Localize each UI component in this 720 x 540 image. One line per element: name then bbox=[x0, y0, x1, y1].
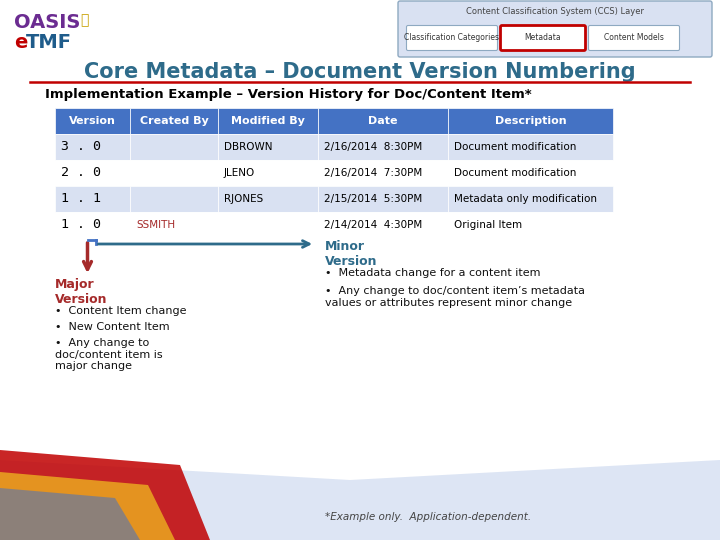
Text: Modified By: Modified By bbox=[231, 116, 305, 126]
Bar bbox=[55, 160, 130, 186]
Text: 2/15/2014  5:30PM: 2/15/2014 5:30PM bbox=[324, 194, 422, 204]
Text: 2/14/2014  4:30PM: 2/14/2014 4:30PM bbox=[324, 220, 422, 230]
FancyBboxPatch shape bbox=[500, 25, 585, 51]
Polygon shape bbox=[0, 472, 175, 540]
Bar bbox=[55, 212, 130, 238]
Bar bbox=[318, 108, 448, 134]
Bar bbox=[218, 212, 318, 238]
Text: Implementation Example – Version History for Doc/Content Item*: Implementation Example – Version History… bbox=[45, 88, 531, 101]
Text: Document modification: Document modification bbox=[454, 142, 577, 152]
Text: •  New Content Item: • New Content Item bbox=[55, 322, 170, 332]
Text: Content Classification System (CCS) Layer: Content Classification System (CCS) Laye… bbox=[466, 7, 644, 16]
Text: Metadata only modification: Metadata only modification bbox=[454, 194, 597, 204]
Text: Document modification: Document modification bbox=[454, 168, 577, 178]
Text: Major
Version: Major Version bbox=[55, 278, 107, 306]
Text: •  Metadata change for a content item: • Metadata change for a content item bbox=[325, 268, 541, 278]
FancyBboxPatch shape bbox=[407, 25, 498, 51]
Bar bbox=[130, 212, 218, 238]
Text: OASIS: OASIS bbox=[14, 13, 81, 32]
Text: SSMITH: SSMITH bbox=[136, 220, 175, 230]
Text: e: e bbox=[14, 33, 27, 52]
Bar bbox=[218, 134, 318, 160]
Text: *Example only.  Application-dependent.: *Example only. Application-dependent. bbox=[325, 512, 531, 522]
Text: 3 . 0: 3 . 0 bbox=[61, 140, 101, 153]
Bar bbox=[318, 160, 448, 186]
Text: Core Metadata – Document Version Numbering: Core Metadata – Document Version Numberi… bbox=[84, 62, 636, 82]
Bar bbox=[130, 160, 218, 186]
Bar bbox=[448, 160, 613, 186]
Bar bbox=[448, 108, 613, 134]
Bar bbox=[55, 134, 130, 160]
Text: Description: Description bbox=[495, 116, 567, 126]
Text: 1 . 1: 1 . 1 bbox=[61, 192, 101, 206]
Bar bbox=[218, 186, 318, 212]
Text: Date: Date bbox=[368, 116, 397, 126]
FancyBboxPatch shape bbox=[588, 25, 680, 51]
Bar bbox=[318, 212, 448, 238]
Text: Created By: Created By bbox=[140, 116, 208, 126]
Bar bbox=[218, 108, 318, 134]
Bar bbox=[318, 134, 448, 160]
Text: Original Item: Original Item bbox=[454, 220, 522, 230]
Bar bbox=[448, 186, 613, 212]
Bar bbox=[318, 186, 448, 212]
Text: Metadata: Metadata bbox=[525, 33, 562, 43]
Bar bbox=[130, 134, 218, 160]
Bar bbox=[448, 212, 613, 238]
Text: Classification Categories: Classification Categories bbox=[405, 33, 500, 43]
Text: •  Content Item change: • Content Item change bbox=[55, 306, 186, 316]
Polygon shape bbox=[0, 450, 210, 540]
Text: 2 . 0: 2 . 0 bbox=[61, 166, 101, 179]
Bar bbox=[55, 186, 130, 212]
Text: 1 . 0: 1 . 0 bbox=[61, 219, 101, 232]
Text: •  Any change to
doc/content item is
major change: • Any change to doc/content item is majo… bbox=[55, 338, 163, 371]
Text: Ⓝ: Ⓝ bbox=[80, 13, 89, 27]
Bar bbox=[448, 134, 613, 160]
Text: TMF: TMF bbox=[26, 33, 72, 52]
Polygon shape bbox=[0, 460, 720, 540]
Text: •  Any change to doc/content item’s metadata
values or attributes represent mino: • Any change to doc/content item’s metad… bbox=[325, 286, 585, 308]
Bar bbox=[218, 160, 318, 186]
Text: 2/16/2014  7:30PM: 2/16/2014 7:30PM bbox=[324, 168, 422, 178]
Text: JLENO: JLENO bbox=[224, 168, 256, 178]
Text: DBROWN: DBROWN bbox=[224, 142, 272, 152]
Text: Content Models: Content Models bbox=[604, 33, 664, 43]
Text: Minor
Version: Minor Version bbox=[325, 240, 377, 268]
Text: 2/16/2014  8:30PM: 2/16/2014 8:30PM bbox=[324, 142, 422, 152]
Bar bbox=[55, 108, 130, 134]
Polygon shape bbox=[0, 488, 140, 540]
Bar bbox=[130, 186, 218, 212]
FancyBboxPatch shape bbox=[398, 1, 712, 57]
Text: Version: Version bbox=[69, 116, 116, 126]
Text: RJONES: RJONES bbox=[224, 194, 264, 204]
Bar bbox=[130, 108, 218, 134]
